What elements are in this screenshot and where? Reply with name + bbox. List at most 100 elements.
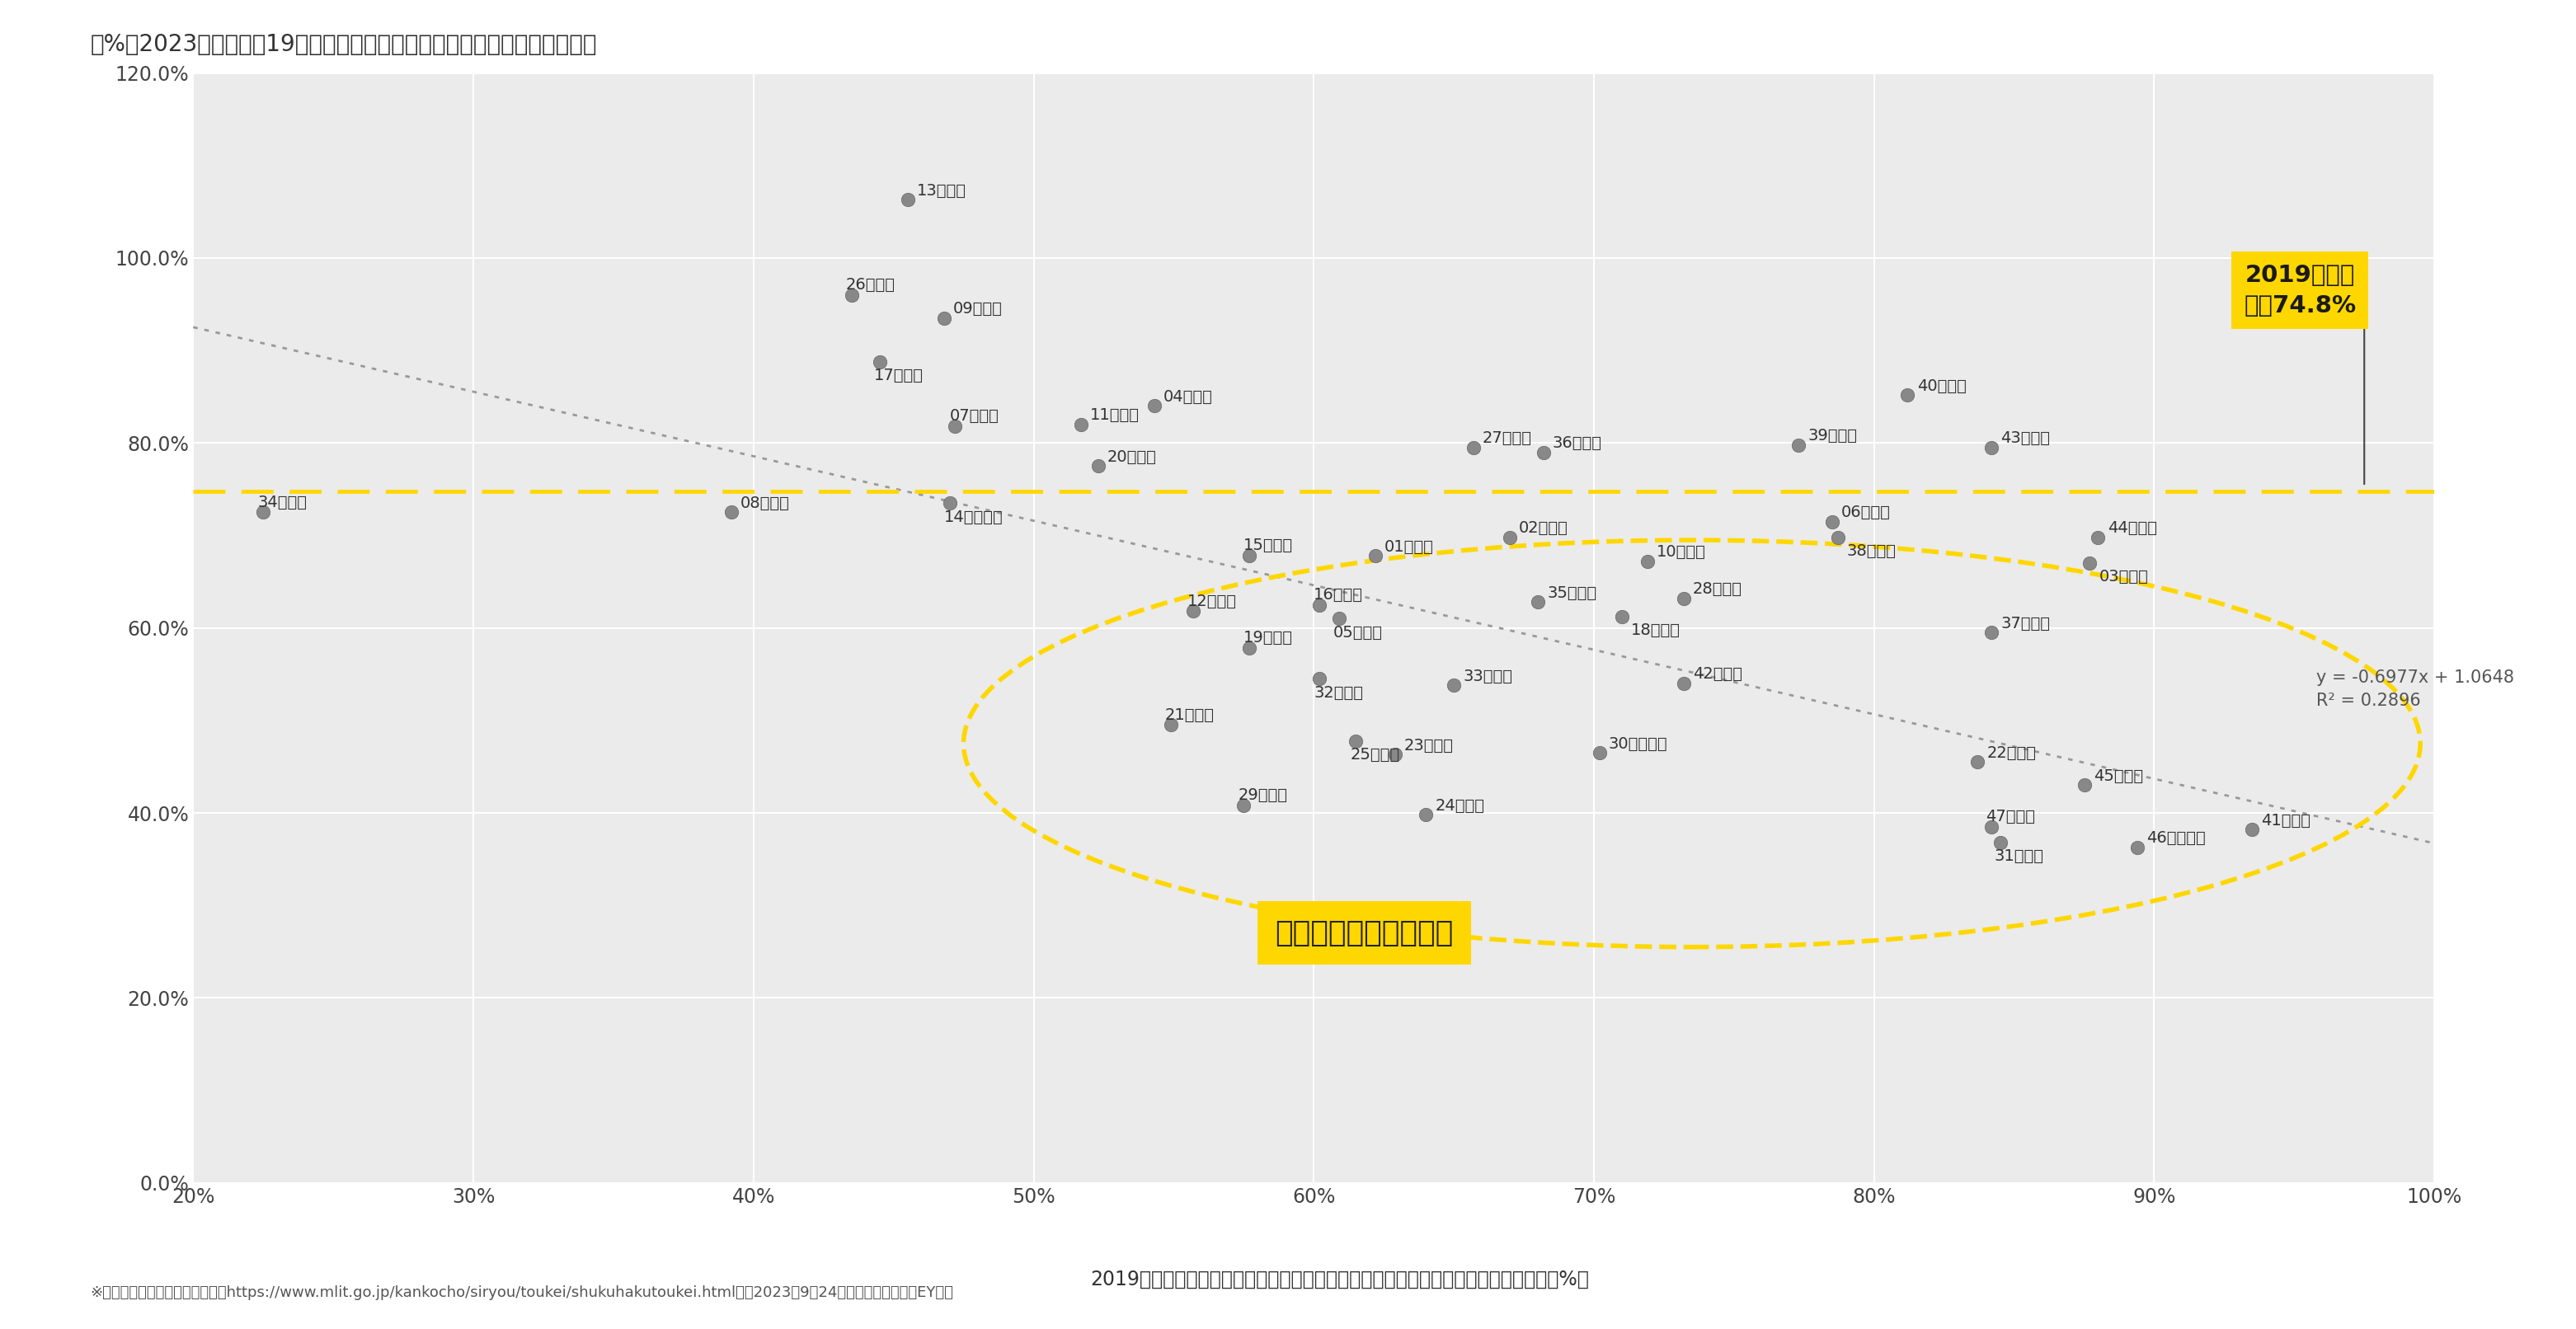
Text: 37香川県: 37香川県 <box>2002 615 2050 631</box>
Text: 01北海道: 01北海道 <box>1383 538 1435 554</box>
Text: 44大分県: 44大分県 <box>2107 521 2156 536</box>
Text: 46鹿児島県: 46鹿児島県 <box>2146 831 2205 845</box>
Text: 42長崎県: 42長崎県 <box>1692 666 1741 682</box>
Text: 25滋賀県: 25滋賀県 <box>1350 747 1399 763</box>
Text: 23愛知県: 23愛知県 <box>1404 738 1453 754</box>
Point <box>1319 609 1360 630</box>
Text: 03岩手県: 03岩手県 <box>2099 569 2148 585</box>
Text: 39高知県: 39高知県 <box>1808 428 1857 444</box>
Point <box>858 351 899 372</box>
Point <box>832 284 873 306</box>
Text: 34広島県: 34広島県 <box>258 494 307 510</box>
Point <box>1224 795 1265 816</box>
Point <box>1453 437 1494 459</box>
Text: 36徳島県: 36徳島県 <box>1553 436 1602 451</box>
Text: 35山口県: 35山口県 <box>1548 585 1597 601</box>
Point <box>242 502 283 524</box>
Text: 14神奈川県: 14神奈川県 <box>943 509 1002 525</box>
Text: 45宮崎県: 45宮崎県 <box>2094 768 2143 784</box>
Point <box>1172 601 1213 622</box>
Point <box>1958 751 1999 772</box>
Text: ※　観光庁「宿泊旅行統計調査」https://www.mlit.go.jp/kankocho/siryou/toukei/shukuhakutoukei.htm: ※ 観光庁「宿泊旅行統計調査」https://www.mlit.go.jp/ka… <box>90 1285 953 1300</box>
Text: 04宮城県: 04宮城県 <box>1164 389 1213 405</box>
Point <box>1489 526 1530 548</box>
Point <box>1625 550 1667 571</box>
Point <box>1602 606 1643 627</box>
Point <box>886 189 927 210</box>
Point <box>2117 836 2159 857</box>
Text: 24三重県: 24三重県 <box>1435 797 1484 813</box>
Point <box>922 307 963 328</box>
Text: 07福島県: 07福島県 <box>951 408 999 424</box>
Text: 19山梨県: 19山梨県 <box>1244 630 1293 646</box>
Point <box>930 493 971 514</box>
Text: 2019年上半期　都道府県ごとインバウンド観光客延べ宿泊者のうち東アジアの割合（%）: 2019年上半期 都道府県ごとインバウンド観光客延べ宿泊者のうち東アジアの割合（… <box>1090 1269 1589 1289</box>
Point <box>1888 384 1929 405</box>
Point <box>1816 526 1857 548</box>
Text: 41佐賀県: 41佐賀県 <box>2262 812 2311 828</box>
Point <box>1522 441 1564 462</box>
Text: 02青森県: 02青森県 <box>1520 521 1569 536</box>
Text: 05秋田県: 05秋田県 <box>1334 625 1383 641</box>
Point <box>1517 591 1558 613</box>
Text: 06山形県: 06山形県 <box>1842 505 1891 521</box>
Text: 20長野県: 20長野県 <box>1108 449 1157 465</box>
Text: （%）2023年上半期　19年比のインバウンド観光客延べ宿泊者数回復状況: （%）2023年上半期 19年比のインバウンド観光客延べ宿泊者数回復状況 <box>90 33 598 56</box>
Point <box>1077 456 1118 477</box>
Point <box>1432 675 1473 696</box>
Point <box>1133 395 1175 416</box>
Point <box>1664 672 1705 694</box>
Point <box>1376 744 1417 766</box>
Point <box>1229 638 1270 659</box>
Point <box>1811 510 1852 532</box>
Text: 31鳥取県: 31鳥取県 <box>1994 848 2043 864</box>
Text: 47沖縄県: 47沖縄県 <box>1986 808 2035 824</box>
Point <box>935 416 976 437</box>
Text: y = -0.6977x + 1.0648
R² = 0.2896: y = -0.6977x + 1.0648 R² = 0.2896 <box>2316 670 2514 710</box>
Point <box>1971 622 2012 643</box>
Text: 11埼玉県: 11埼玉県 <box>1090 408 1141 423</box>
Point <box>1298 594 1340 615</box>
Text: 30和歌山県: 30和歌山県 <box>1607 736 1667 751</box>
Text: 32島根県: 32島根県 <box>1314 684 1363 700</box>
Text: 33岡山県: 33岡山県 <box>1463 668 1512 684</box>
Text: 18福井県: 18福井県 <box>1631 623 1680 638</box>
Point <box>2076 526 2117 548</box>
Text: 29奈良県: 29奈良県 <box>1239 787 1288 803</box>
Text: 28兵庫県: 28兵庫県 <box>1692 581 1741 597</box>
Text: 27大阪府: 27大阪府 <box>1484 431 1533 447</box>
Text: 21岐阜県: 21岐阜県 <box>1164 707 1216 723</box>
Text: 15新潟県: 15新潟県 <box>1244 538 1293 553</box>
Text: 10群馬県: 10群馬県 <box>1656 545 1705 560</box>
Point <box>1777 435 1819 456</box>
Text: 13東京都: 13東京都 <box>917 183 966 198</box>
Text: 2019年比の
平均74.8%: 2019年比の 平均74.8% <box>2244 263 2357 318</box>
Point <box>1334 730 1376 751</box>
Text: 22静岡県: 22静岡県 <box>1986 746 2038 760</box>
Point <box>1978 832 2020 853</box>
Point <box>2063 775 2105 796</box>
Text: 17石川県: 17石川県 <box>873 368 922 383</box>
Point <box>1229 545 1270 566</box>
Text: 16富山県: 16富山県 <box>1314 586 1363 602</box>
Text: 40福岡県: 40福岡県 <box>1917 377 1965 393</box>
Text: 回復が遅い傾向にあり: 回復が遅い傾向にあり <box>1275 920 1453 948</box>
Point <box>1579 742 1620 763</box>
Point <box>1151 715 1193 736</box>
Point <box>711 502 752 524</box>
Text: 43熊本県: 43熊本県 <box>2002 431 2050 447</box>
Point <box>2231 819 2272 840</box>
Point <box>1404 804 1445 825</box>
Point <box>1971 816 2012 837</box>
Point <box>1298 668 1340 690</box>
Text: 09栃木県: 09栃木県 <box>953 302 1002 316</box>
Point <box>1971 437 2012 459</box>
Text: 38愛媛県: 38愛媛県 <box>1847 544 1896 560</box>
Point <box>1664 587 1705 609</box>
Text: 26京都府: 26京都府 <box>845 276 896 292</box>
Text: 08茨城県: 08茨城県 <box>739 496 791 512</box>
Point <box>1061 413 1103 435</box>
Text: 12千葉県: 12千葉県 <box>1188 593 1236 609</box>
Point <box>2069 553 2110 574</box>
Point <box>1355 545 1396 566</box>
